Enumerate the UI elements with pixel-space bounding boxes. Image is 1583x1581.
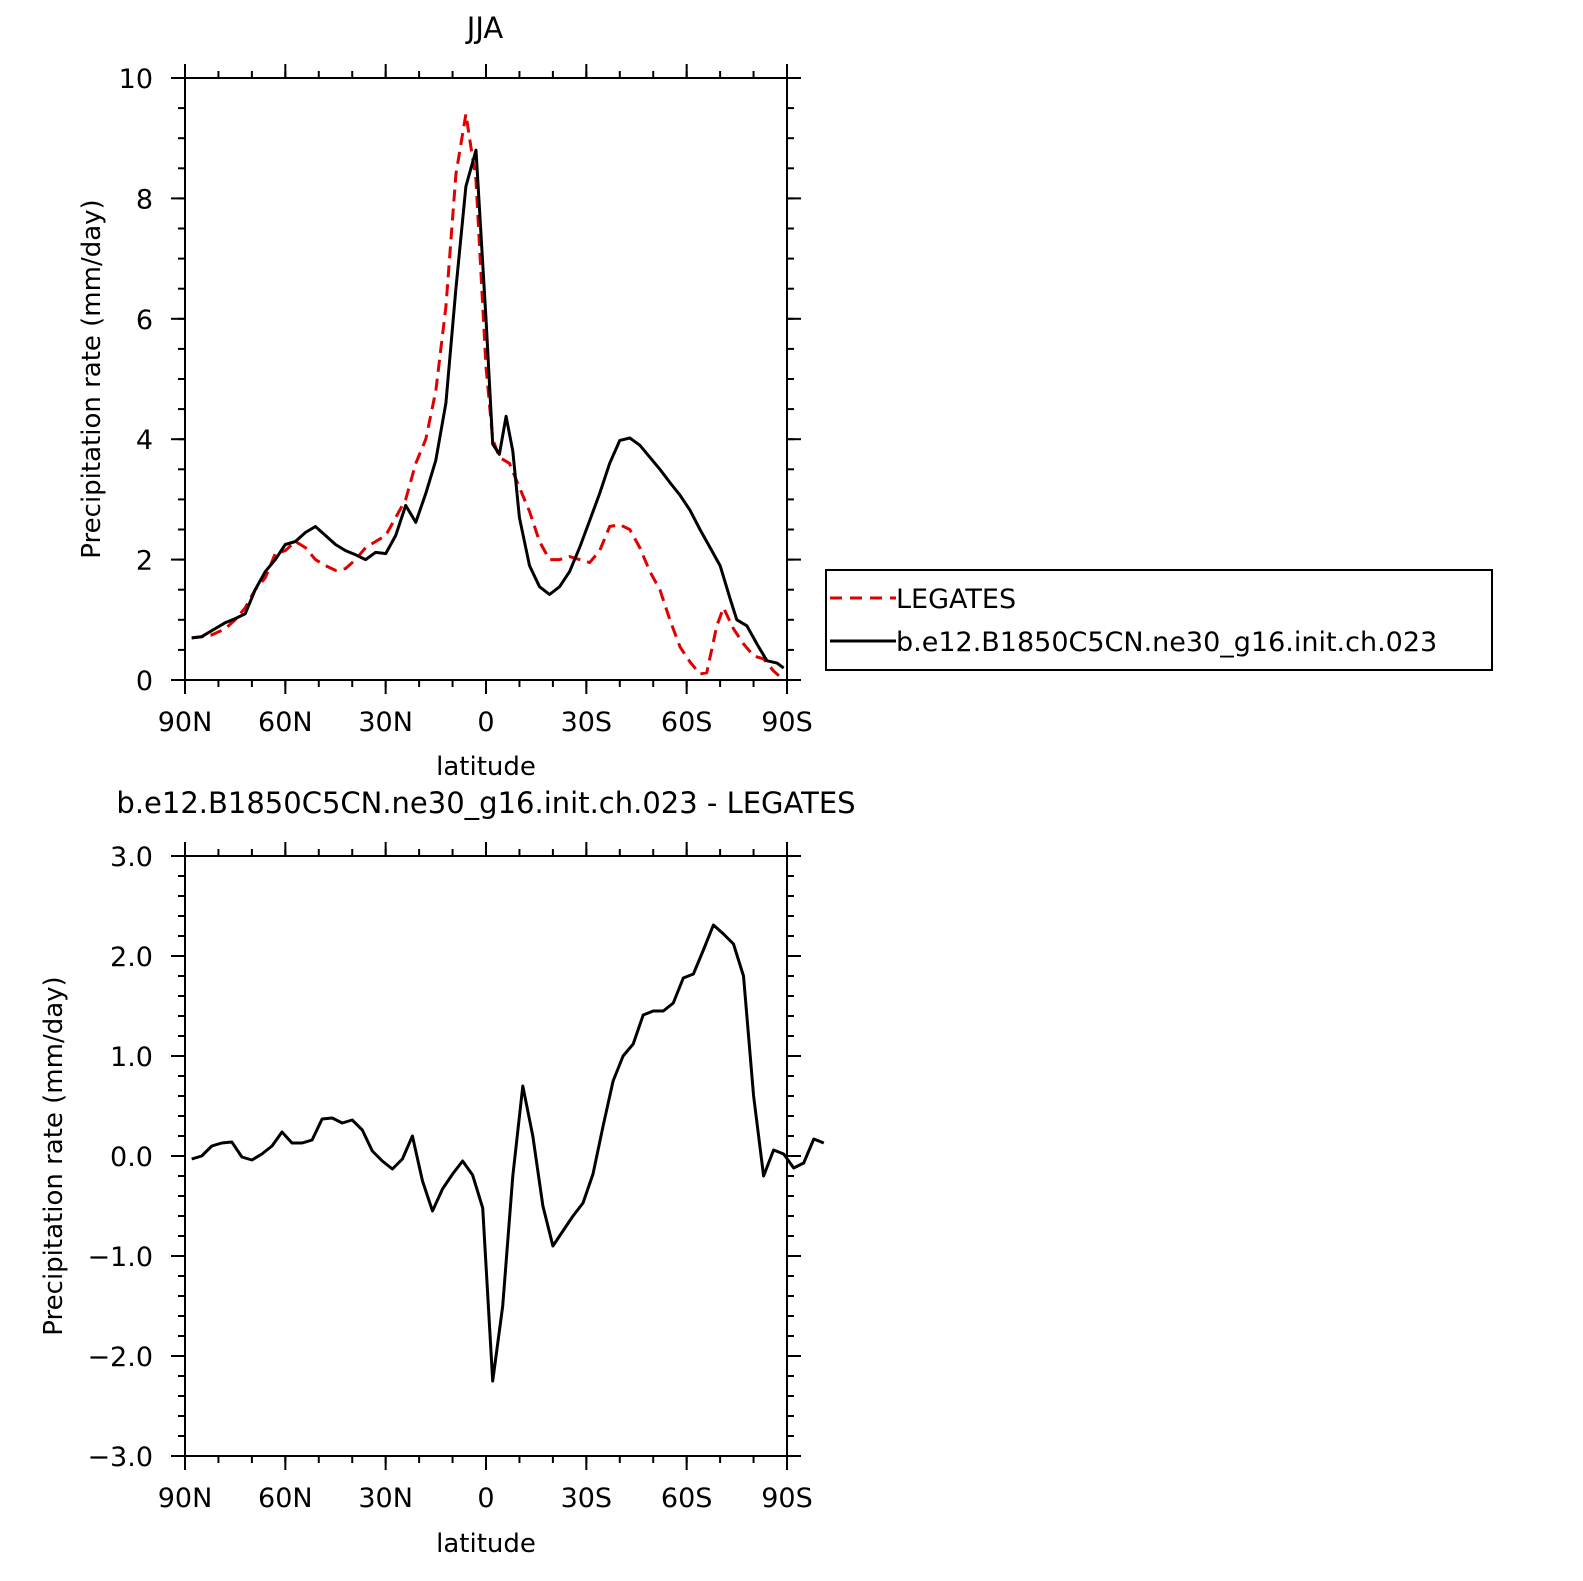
axis-ticks: [171, 64, 801, 694]
y-tick-label: 0: [136, 666, 153, 697]
chart-title: JJA: [465, 11, 504, 45]
x-tick-label: 30N: [358, 1483, 413, 1514]
y-tick-label: −1.0: [87, 1242, 153, 1273]
x-tick-label: 30S: [561, 707, 613, 738]
y-tick-label: −2.0: [87, 1342, 153, 1373]
x-tick-label: 60S: [661, 1483, 713, 1514]
y-tick-label: 10: [119, 64, 153, 95]
y-tick-label: 3.0: [110, 842, 153, 873]
x-tick-label: 30S: [561, 1483, 613, 1514]
series-lines: [191, 923, 825, 1383]
axis-ticks: [171, 842, 801, 1470]
x-tick-label: 30N: [358, 707, 413, 738]
y-axis-label: Precipitation rate (mm/day): [77, 199, 107, 558]
legend: LEGATES b.e12.B1850C5CN.ne30_g16.init.ch…: [825, 569, 1493, 671]
series-lines: [191, 112, 785, 679]
x-tick-label: 90S: [761, 707, 813, 738]
x-tick-label: 0: [477, 1483, 494, 1514]
y-tick-label: 2.0: [110, 942, 153, 973]
x-tick-label: 60N: [258, 1483, 313, 1514]
series-line-model: [191, 148, 785, 670]
x-tick-label: 60S: [661, 707, 713, 738]
y-axis-label: Precipitation rate (mm/day): [39, 976, 69, 1335]
x-tick-label: 60N: [258, 707, 313, 738]
x-axis-label: latitude: [436, 752, 536, 782]
series-line-legates: [191, 112, 782, 679]
legend-label-legates: LEGATES: [896, 584, 1016, 615]
y-tick-label: 8: [136, 184, 153, 215]
tick-labels: 90N 60N 30N 0 30S 60S 90S 0 2 4 6 8 10: [119, 64, 813, 738]
difference-panel: b.e12.B1850C5CN.ne30_g16.init.ch.023 - L…: [39, 786, 856, 1559]
chart-title: b.e12.B1850C5CN.ne30_g16.init.ch.023 - L…: [116, 786, 855, 820]
plot-frame: [184, 77, 788, 681]
y-tick-label: 6: [136, 305, 153, 336]
x-tick-label: 90N: [158, 707, 213, 738]
y-tick-label: 2: [136, 546, 153, 577]
y-tick-label: 0.0: [110, 1142, 153, 1173]
legend-box: [825, 569, 1493, 671]
plot-frame: [184, 855, 788, 1457]
x-tick-label: 90N: [158, 1483, 213, 1514]
y-tick-label: 1.0: [110, 1042, 153, 1073]
tick-labels: 90N 60N 30N 0 30S 60S 90S −3.0 −2.0 −1.0 0.0 1.0 2.0…: [87, 842, 812, 1514]
series-line-difference: [191, 923, 825, 1383]
y-tick-label: −3.0: [87, 1442, 153, 1473]
legend-label-model: b.e12.B1850C5CN.ne30_g16.init.ch.023: [896, 627, 1437, 658]
x-tick-label: 0: [477, 707, 494, 738]
x-tick-label: 90S: [761, 1483, 813, 1514]
x-axis-label: latitude: [436, 1529, 536, 1559]
y-tick-label: 4: [136, 425, 153, 456]
